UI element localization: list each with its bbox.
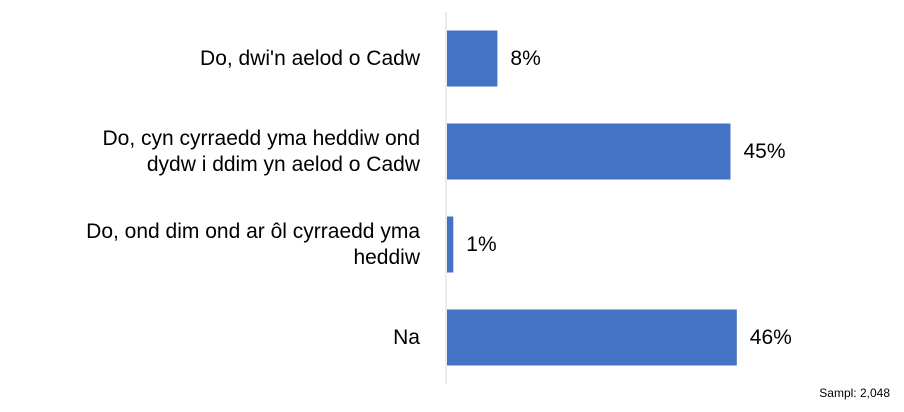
category-label: Do, ond dim ond ar ôl cyrraedd yma heddiw: [86, 219, 420, 269]
category-label: Do, dwi'n aelod o Cadw: [200, 46, 420, 70]
data-label: 46%: [749, 325, 792, 349]
sample-note: Sampl: 2,048: [819, 386, 890, 400]
bar: [447, 309, 737, 366]
bar: [447, 123, 731, 180]
bar: [447, 216, 454, 273]
data-label: 1%: [466, 232, 497, 256]
data-label: 8%: [510, 46, 541, 70]
category-label: Na: [393, 325, 420, 349]
data-label: 45%: [743, 139, 786, 163]
category-label: Do, cyn cyrraedd yma heddiw ond dydw i dd…: [102, 126, 421, 176]
bar: [447, 30, 498, 87]
